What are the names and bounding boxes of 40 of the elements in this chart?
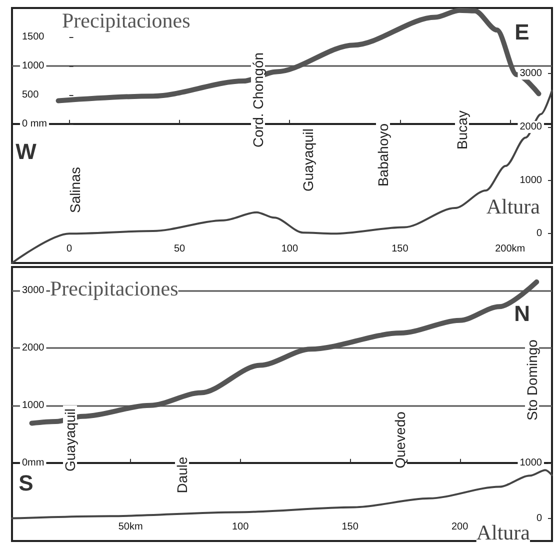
x-tick-label: 100 bbox=[232, 522, 250, 532]
text: Precipitaciones bbox=[62, 8, 190, 32]
x-tick-label: 150 bbox=[392, 244, 409, 254]
annotation: Guayaquil bbox=[62, 408, 78, 472]
annotation: E bbox=[514, 19, 530, 44]
y2-tick-label: 1000 bbox=[520, 174, 542, 186]
y-tick-label: 500 bbox=[22, 89, 40, 100]
annotation: Cord. Chongón bbox=[250, 52, 266, 148]
annotation: Guayaquil bbox=[300, 128, 316, 192]
annotation: S bbox=[18, 470, 34, 496]
y2-tick-label: 0 bbox=[536, 512, 542, 524]
series-label: Altura bbox=[486, 194, 541, 218]
annotation: Daule bbox=[174, 456, 190, 494]
annotation: Bucay bbox=[454, 110, 470, 150]
y-tick-label: 3000 bbox=[22, 285, 45, 296]
annotation: N bbox=[514, 300, 530, 326]
y2-tick-label: 3000 bbox=[520, 68, 542, 80]
annotation: Salinas bbox=[67, 167, 83, 213]
x-tick-label: 150 bbox=[342, 522, 359, 532]
y-tick-label: 1000 bbox=[22, 60, 45, 72]
y-tick-label: 0 mm bbox=[22, 118, 47, 130]
text: Precipitaciones bbox=[50, 276, 178, 300]
y2-tick-label: 2000 bbox=[520, 121, 542, 132]
y-tick-label: 1500 bbox=[22, 31, 45, 42]
y-tick-label: 0mm bbox=[22, 457, 44, 468]
series-label: Altura bbox=[476, 520, 531, 544]
annotation: Quevedo bbox=[392, 411, 408, 468]
y2-tick-label: 0 bbox=[536, 228, 542, 240]
y2-tick-label: 1000 bbox=[520, 457, 542, 468]
x-tick-label: 0 bbox=[66, 244, 73, 254]
y-tick-label: 2000 bbox=[22, 342, 45, 354]
annotation: W bbox=[16, 139, 37, 164]
x-tick-label: 200 bbox=[451, 522, 469, 532]
annotation: Babahoyo bbox=[375, 123, 391, 187]
x-tick-label: 200km bbox=[495, 244, 526, 254]
annotation: Sto Domingo bbox=[524, 339, 540, 420]
x-tick-label: 50 bbox=[174, 244, 186, 254]
x-tick-label: 100 bbox=[281, 244, 298, 254]
x-tick-label: 50km bbox=[118, 522, 143, 532]
y-tick-label: 1000 bbox=[22, 400, 45, 411]
